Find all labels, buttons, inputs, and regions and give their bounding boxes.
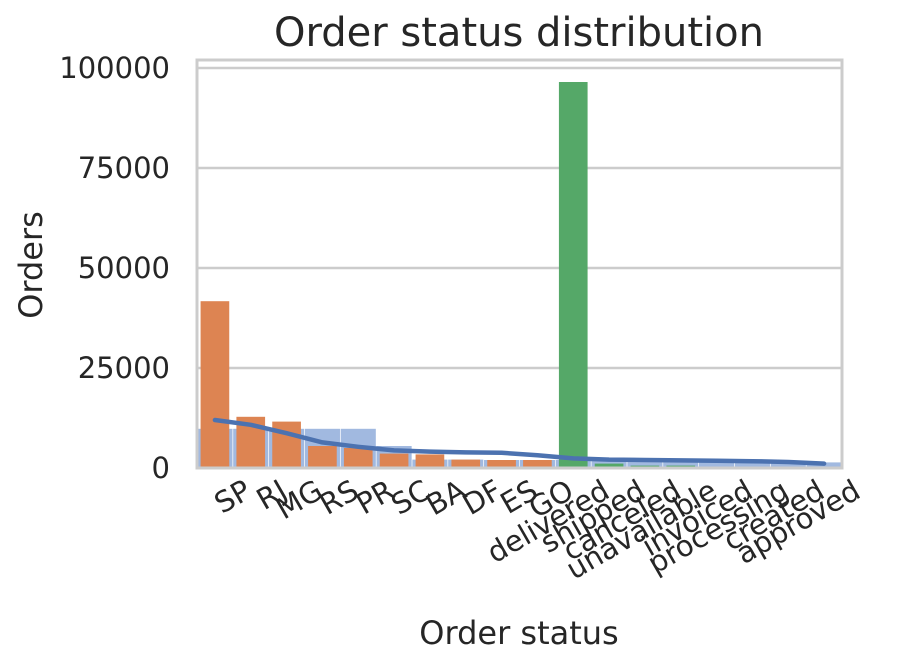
- background-bar: [770, 462, 806, 468]
- y-tick-labels: 0 25000 50000 75000 100000: [59, 51, 170, 485]
- bar-PR: [343, 448, 373, 468]
- y-tick-label: 75000: [78, 151, 170, 185]
- bar-delivered: [558, 82, 588, 468]
- plot-frame: [195, 58, 844, 470]
- bar-BA: [415, 454, 445, 468]
- bar-shipped: [594, 463, 624, 468]
- x-tick-labels: SPRJMGRSPRSCBADFESGOdeliveredshippedcanc…: [209, 473, 866, 586]
- trend-line: [212, 417, 827, 466]
- bar-GO: [523, 460, 552, 468]
- y-axis-label: Orders: [12, 211, 50, 319]
- background-bar: [627, 460, 663, 468]
- background-bar: [663, 460, 699, 468]
- y-tick-label: 50000: [78, 251, 170, 285]
- chart-title: Order status distribution: [274, 10, 764, 56]
- bar-SP: [200, 301, 230, 468]
- x-axis-label: Order status: [419, 614, 618, 652]
- trend-line-path: [212, 417, 827, 466]
- bar-ES: [487, 460, 516, 468]
- bars: [200, 82, 839, 468]
- background-bar: [699, 462, 735, 468]
- background-bar: [734, 462, 770, 468]
- y-tick-label: 25000: [78, 351, 170, 385]
- bar-SC: [379, 453, 409, 468]
- y-tick-label: 100000: [59, 51, 170, 85]
- grid-lines: [197, 66, 842, 470]
- bar-DF: [451, 459, 481, 468]
- bar-RS: [308, 446, 337, 468]
- x-tick-label: SP: [209, 473, 257, 520]
- y-tick-label: 0: [152, 451, 170, 485]
